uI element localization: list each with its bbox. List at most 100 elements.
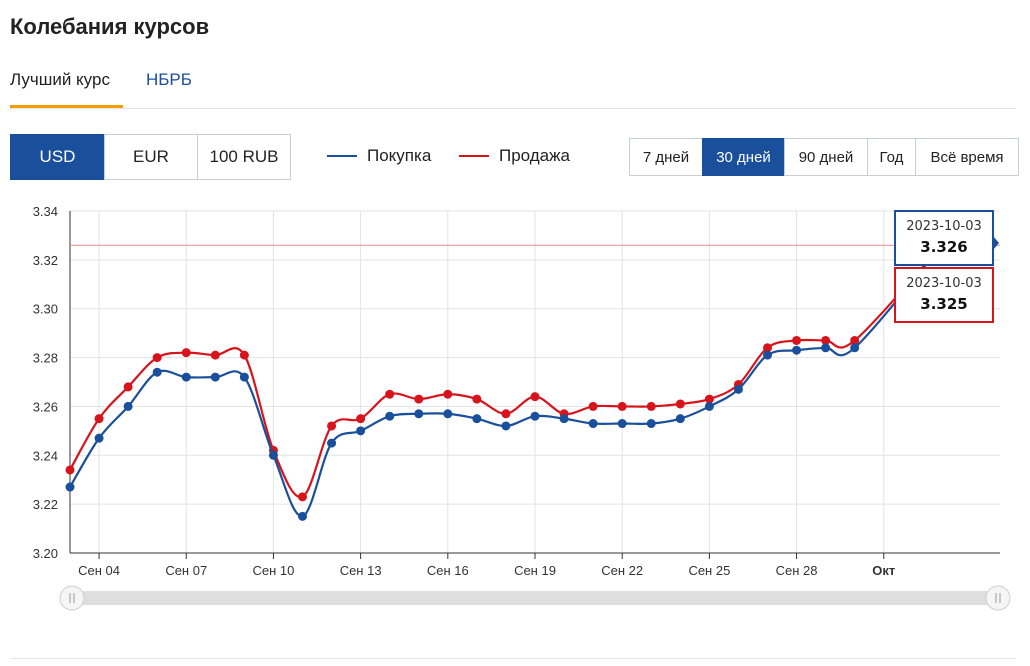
buy-data-point	[356, 426, 366, 436]
buy-data-point	[65, 482, 75, 492]
x-tick-label: Сен 07	[165, 563, 207, 578]
sell-data-point	[239, 350, 249, 360]
sell-data-point	[675, 399, 685, 409]
legend-buy-label: Покупка	[367, 146, 432, 165]
buy-data-point	[617, 419, 627, 429]
x-tick-label: Сен 13	[340, 563, 382, 578]
sell-data-point	[385, 389, 395, 399]
sell-data-point	[821, 335, 831, 345]
legend-sell-swatch	[459, 155, 489, 157]
y-tick-label: 3.22	[33, 497, 58, 512]
x-tick-label: Сен 10	[253, 563, 295, 578]
buy-data-point	[472, 414, 482, 424]
y-tick-label: 3.24	[33, 448, 58, 463]
x-tick-label: Сен 19	[514, 563, 556, 578]
buy-data-point	[763, 350, 772, 360]
y-tick-label: 3.20	[33, 546, 58, 561]
sell-series-line	[69, 244, 943, 499]
buy-data-point	[298, 511, 307, 521]
sell-data-point	[763, 343, 772, 353]
y-tick-label: 3.28	[33, 351, 58, 366]
buy-data-point	[733, 384, 743, 394]
buy-data-point	[675, 414, 685, 424]
legend-sell-label: Продажа	[499, 146, 570, 165]
sell-tooltip-value: 3.325	[920, 295, 967, 313]
buy-data-point	[210, 372, 220, 382]
buy-data-point	[94, 433, 104, 443]
buy-data-point	[530, 411, 540, 421]
sell-data-point	[123, 382, 133, 392]
buy-series-line	[69, 244, 943, 518]
currency-rub-button[interactable]: 100 RUB	[197, 134, 291, 180]
rate-tabs: Лучший курс НБРБ	[10, 68, 1016, 109]
buy-tooltip-value: 3.326	[920, 238, 967, 256]
range-slider-track	[70, 591, 1000, 605]
sell-tooltip-box	[894, 267, 994, 323]
sell-data-point	[443, 389, 453, 399]
x-tick-label: Сен 28	[776, 563, 818, 578]
buy-data-point	[850, 343, 860, 353]
buy-data-point	[501, 421, 511, 431]
sell-tooltip-date: 2023-10-03	[906, 276, 982, 291]
sell-data-point	[356, 414, 366, 424]
sell-data-point	[792, 335, 802, 345]
sell-data-point	[646, 401, 656, 411]
x-tick-label: Сен 16	[427, 563, 469, 578]
buy-data-point	[152, 367, 162, 377]
x-tick-label: Сен 04	[78, 563, 120, 578]
y-tick-label: 3.26	[33, 399, 58, 414]
currency-usd-button[interactable]: USD	[10, 134, 105, 180]
legend-buy: Покупка	[327, 146, 431, 166]
sell-data-point	[501, 409, 511, 419]
range-slider-left-handle[interactable]	[59, 585, 85, 611]
buy-data-point	[414, 409, 424, 419]
range-slider-right-handle[interactable]	[985, 585, 1011, 611]
sell-data-point	[298, 492, 307, 502]
buy-data-point	[792, 345, 802, 355]
legend-sell: Продажа	[459, 146, 570, 166]
sell-data-point	[472, 394, 482, 404]
period-7-days-button[interactable]: 7 дней	[629, 138, 703, 176]
section-divider	[10, 658, 1016, 659]
period-all-time-button[interactable]: Всё время	[915, 138, 1019, 176]
buy-tooltip-date: 2023-10-03	[906, 219, 982, 234]
sell-data-point	[704, 394, 714, 404]
y-tick-label: 3.34	[33, 204, 58, 219]
buy-data-point	[443, 409, 453, 419]
buy-data-point	[385, 411, 395, 421]
active-tab-indicator	[10, 105, 123, 108]
sell-data-point	[588, 401, 598, 411]
buy-tooltip-box	[894, 210, 994, 266]
buy-data-point	[181, 372, 191, 382]
buy-data-point	[704, 401, 714, 411]
sell-data-point	[94, 414, 104, 424]
buy-data-point	[821, 343, 831, 353]
sell-data-point	[850, 335, 860, 345]
sell-data-point	[530, 392, 540, 402]
period-90-days-button[interactable]: 90 дней	[784, 138, 868, 176]
x-tick-label: Сен 22	[601, 563, 643, 578]
tab-nbrb[interactable]: НБРБ	[146, 70, 192, 89]
buy-data-point	[327, 438, 337, 448]
sell-data-point	[152, 353, 162, 363]
buy-data-point	[268, 450, 278, 460]
y-tick-label: 3.30	[33, 302, 58, 317]
sell-data-point	[210, 350, 220, 360]
buy-data-point	[239, 372, 249, 382]
x-tick-label: Сен 25	[688, 563, 730, 578]
period-30-days-button[interactable]: 30 дней	[702, 138, 785, 176]
page-title: Колебания курсов	[10, 14, 210, 39]
legend-buy-swatch	[327, 155, 357, 157]
sell-data-point	[65, 465, 75, 475]
tab-best-rate[interactable]: Лучший курс	[10, 70, 110, 89]
sell-data-point	[414, 394, 424, 404]
buy-data-point	[588, 419, 598, 429]
currency-selector: USD EUR 100 RUB	[10, 134, 291, 180]
sell-data-point	[327, 421, 337, 431]
period-selector: 7 дней 30 дней 90 дней Год Всё время	[629, 138, 1019, 176]
sell-data-point	[617, 401, 627, 411]
buy-data-point	[559, 414, 569, 424]
sell-data-point	[181, 348, 191, 358]
buy-data-point	[646, 419, 656, 429]
